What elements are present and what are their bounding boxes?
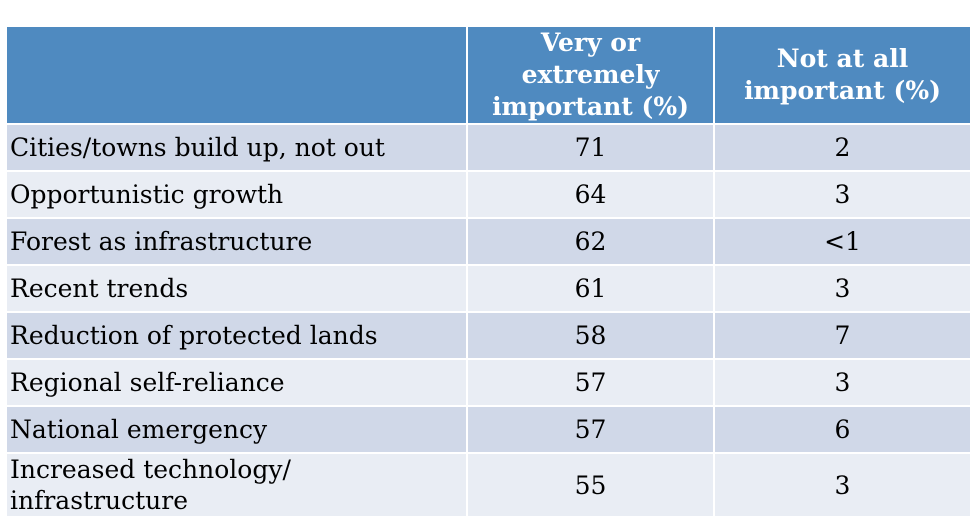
very-important-value: 71 <box>466 123 714 171</box>
not-important-value: 3 <box>713 170 970 218</box>
header-not-line2: important (%) <box>744 76 941 105</box>
table-header: Very or extremely important (%) Not at a… <box>7 27 970 124</box>
row-label: National emergency <box>7 405 467 453</box>
row-label: Reduction of protected lands <box>7 311 467 359</box>
not-important-value: 3 <box>713 358 970 406</box>
row-label-line1: Increased technology/ <box>10 455 291 484</box>
row-label: Recent trends <box>7 264 467 312</box>
row-label: Cities/towns build up, not out <box>7 123 467 171</box>
header-row: Very or extremely important (%) Not at a… <box>7 27 970 124</box>
table-row: Opportunistic growth 64 3 <box>7 170 970 218</box>
header-empty-cell <box>7 27 467 124</box>
table-row: Cities/towns build up, not out 71 2 <box>7 123 970 171</box>
row-label: Forest as infrastructure <box>7 217 467 265</box>
not-important-value: 6 <box>713 405 970 453</box>
table-body: Cities/towns build up, not out 71 2 Oppo… <box>7 123 970 516</box>
row-label: Opportunistic growth <box>7 170 467 218</box>
header-not-important: Not at all important (%) <box>713 27 970 124</box>
table-row: Recent trends 61 3 <box>7 264 970 312</box>
header-very-important: Very or extremely important (%) <box>466 27 714 124</box>
not-important-value: 2 <box>713 123 970 171</box>
very-important-value: 58 <box>466 311 714 359</box>
not-important-value: 7 <box>713 311 970 359</box>
table-row: Reduction of protected lands 58 7 <box>7 311 970 359</box>
very-important-value: 61 <box>466 264 714 312</box>
very-important-value: 57 <box>466 358 714 406</box>
not-important-value: 3 <box>713 452 970 516</box>
importance-table: Very or extremely important (%) Not at a… <box>7 27 970 516</box>
table-row: Regional self-reliance 57 3 <box>7 358 970 406</box>
very-important-value: 64 <box>466 170 714 218</box>
table-row: National emergency 57 6 <box>7 405 970 453</box>
very-important-value: 55 <box>466 452 714 516</box>
not-important-value: <1 <box>713 217 970 265</box>
very-important-value: 62 <box>466 217 714 265</box>
header-very-line2: important (%) <box>492 92 689 121</box>
row-label: Regional self-reliance <box>7 358 467 406</box>
header-very-line1: Very or extremely <box>521 28 660 89</box>
very-important-value: 57 <box>466 405 714 453</box>
not-important-value: 3 <box>713 264 970 312</box>
row-label-line2: infrastructure <box>10 486 189 515</box>
table-row: Forest as infrastructure 62 <1 <box>7 217 970 265</box>
header-not-line1: Not at all <box>776 44 909 73</box>
table-row: Increased technology/ infrastructure 55 … <box>7 452 970 516</box>
survey-table-container: Very or extremely important (%) Not at a… <box>7 27 970 516</box>
row-label: Increased technology/ infrastructure <box>7 452 467 516</box>
